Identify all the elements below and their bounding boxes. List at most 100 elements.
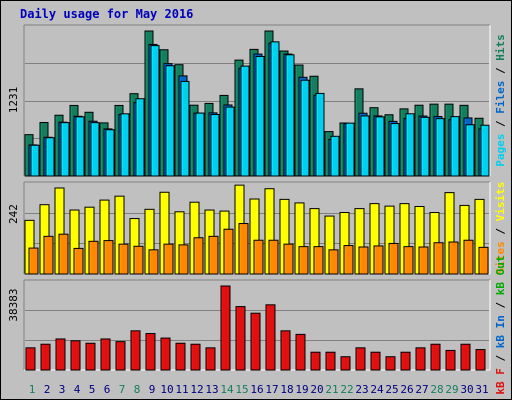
x-tick-label-day-3: 3	[59, 383, 66, 396]
bar-sites-day-20	[313, 246, 324, 275]
bar-kb-f-day-8	[130, 330, 141, 371]
bar-sites-day-11	[178, 244, 189, 275]
bar-kb-f-day-9	[145, 333, 156, 371]
bar-sites-day-24	[373, 245, 384, 275]
bar-kb-f-day-31	[475, 349, 486, 371]
bar-sites-day-3	[58, 233, 69, 275]
bar-sites-day-14	[223, 228, 234, 275]
bar-pages-day-27	[420, 116, 430, 177]
bar-pages-day-6	[105, 129, 115, 177]
bar-kb-f-day-21	[325, 351, 336, 371]
legend-entry: Visits	[494, 182, 507, 222]
panel-hits-files-pages: 1231 Pages / Files / Hits	[7, 24, 507, 177]
bar-pages-day-5	[90, 122, 100, 177]
bar-sites-day-31	[478, 246, 489, 275]
bar-sites-day-9	[148, 249, 159, 275]
x-tick-label-day-20: 20	[310, 383, 323, 396]
bar-pages-day-30	[465, 124, 475, 177]
x-tick-label-day-14: 14	[220, 383, 234, 396]
x-tick-label-day-30: 30	[460, 383, 473, 396]
bar-kb-f-day-18	[280, 330, 291, 371]
x-tick-label-day-15: 15	[235, 383, 248, 396]
x-tick-label-day-27: 27	[415, 383, 428, 396]
bar-sites-day-2	[43, 235, 54, 275]
bar-pages-day-24	[375, 116, 385, 177]
bar-kb-f-day-20	[310, 351, 321, 371]
bar-pages-day-11	[180, 80, 190, 177]
bar-sites-day-30	[463, 239, 474, 275]
bar-sites-day-5	[88, 240, 99, 275]
bar-sites-day-16	[253, 239, 264, 275]
bar-pages-day-29	[450, 116, 460, 177]
x-tick-label-day-13: 13	[205, 383, 218, 396]
bar-kb-f-day-4	[70, 340, 81, 371]
x-tick-label-day-10: 10	[160, 383, 173, 396]
bar-sites-day-17	[268, 239, 279, 275]
bar-kb-f-day-7	[115, 341, 126, 371]
legend-separator: /	[494, 114, 507, 134]
bar-pages-day-28	[435, 118, 445, 177]
bar-sites-day-15	[238, 223, 249, 275]
x-tick-label-day-12: 12	[190, 383, 203, 396]
bar-pages-day-16	[255, 55, 265, 177]
bar-kb-f-day-26	[400, 351, 411, 371]
x-tick-label-day-28: 28	[430, 383, 443, 396]
x-tick-label-day-11: 11	[175, 383, 188, 396]
x-tick-label-day-4: 4	[74, 383, 81, 396]
bar-kb-f-day-23	[355, 347, 366, 371]
x-tick-label-day-18: 18	[280, 383, 293, 396]
x-tick-label-day-2: 2	[44, 383, 51, 396]
bar-kb-f-day-11	[175, 342, 186, 371]
x-tick-label-day-26: 26	[400, 383, 413, 396]
max-value-label: 242	[7, 204, 20, 224]
bar-kb-f-day-6	[100, 338, 111, 371]
bar-pages-day-23	[360, 115, 370, 177]
max-value-label: 38383	[7, 288, 20, 321]
bar-sites-day-18	[283, 243, 294, 275]
bar-pages-day-15	[240, 65, 250, 177]
panel-legend: Pages / Files / Hits	[494, 34, 507, 167]
legend-entry: kB In	[494, 315, 507, 348]
bar-kb-f-day-19	[295, 333, 306, 371]
bar-kb-f-day-13	[205, 347, 216, 371]
legend-entry: Files	[494, 81, 507, 114]
x-tick-label-day-22: 22	[340, 383, 353, 396]
bar-pages-day-17	[270, 41, 280, 177]
bar-pages-day-8	[135, 98, 145, 177]
bar-pages-day-7	[120, 113, 130, 177]
bar-kb-f-day-17	[265, 304, 276, 371]
x-tick-label-day-25: 25	[385, 383, 398, 396]
bar-sites-day-19	[298, 246, 309, 275]
panel-legend: Sites / Visits	[494, 182, 507, 275]
x-tick-label-day-16: 16	[250, 383, 263, 396]
bar-pages-day-1	[30, 144, 40, 177]
bar-pages-day-12	[195, 112, 205, 177]
x-tick-label-day-29: 29	[445, 383, 458, 396]
bar-kb-f-day-29	[445, 349, 456, 371]
bar-sites-day-25	[388, 242, 399, 275]
bar-pages-day-22	[345, 122, 355, 177]
bar-kb-f-day-12	[190, 343, 201, 371]
x-tick-label-day-5: 5	[89, 383, 96, 396]
bar-kb-f-day-3	[55, 338, 66, 371]
bar-pages-day-31	[480, 124, 490, 177]
legend-separator: /	[494, 61, 507, 81]
bar-sites-day-1	[28, 247, 39, 275]
bar-kb-f-day-24	[370, 351, 381, 371]
x-tick-label-day-9: 9	[149, 383, 156, 396]
bar-kb-f-day-10	[160, 337, 171, 371]
bar-sites-day-8	[133, 245, 144, 275]
bar-pages-day-19	[300, 79, 310, 177]
legend-entry: kB F	[494, 368, 507, 395]
bar-sites-day-23	[358, 246, 369, 275]
bar-kb-f-day-28	[430, 343, 441, 371]
x-tick-label-day-7: 7	[119, 383, 126, 396]
panel-kbytes: 38383 kB F / kB In / kB Out	[7, 255, 507, 394]
x-tick-label-day-31: 31	[475, 383, 488, 396]
bar-kb-f-day-22	[340, 356, 351, 371]
chart-title: Daily usage for May 2016	[20, 7, 193, 21]
bar-kb-f-day-30	[460, 343, 471, 371]
bar-pages-day-21	[330, 135, 340, 177]
